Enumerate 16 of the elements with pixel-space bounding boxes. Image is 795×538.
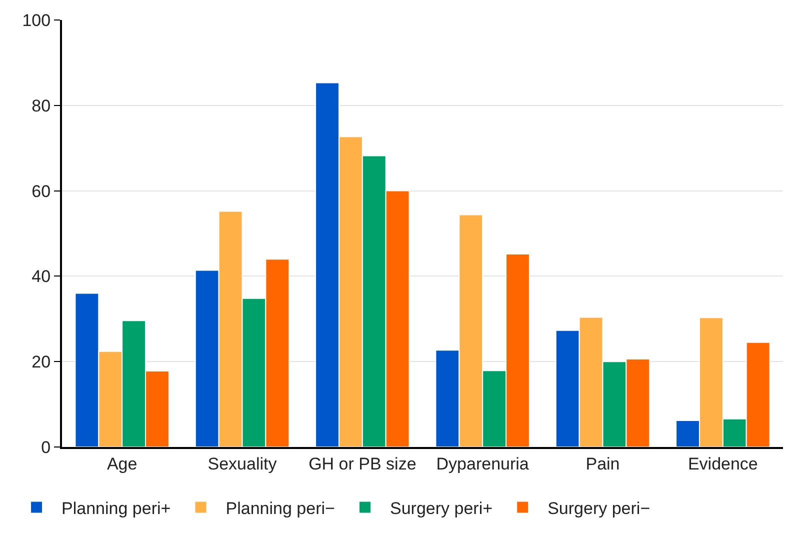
x-tick-label: Age: [106, 454, 138, 474]
x-tick-label: GH or PB size: [308, 454, 416, 474]
y-tick-label: 0: [41, 438, 51, 457]
legend-label: Planning peri−: [226, 498, 335, 518]
x-tick-label: Dyparenuria: [436, 454, 530, 474]
y-tick-label: 100: [22, 10, 51, 30]
legend-label: Surgery peri−: [548, 498, 650, 518]
x-tick-label: Sexuality: [208, 454, 278, 474]
y-tick-label: 80: [32, 96, 51, 116]
y-tick-label: 20: [32, 352, 51, 372]
legend-label: Surgery peri+: [390, 498, 493, 518]
y-tick-label: 40: [32, 267, 51, 286]
x-tick-label: Pain: [586, 454, 620, 474]
x-tick-label: Evidence: [688, 454, 758, 474]
y-tick-label: 60: [32, 182, 51, 201]
legend-label: Planning peri+: [62, 498, 171, 518]
